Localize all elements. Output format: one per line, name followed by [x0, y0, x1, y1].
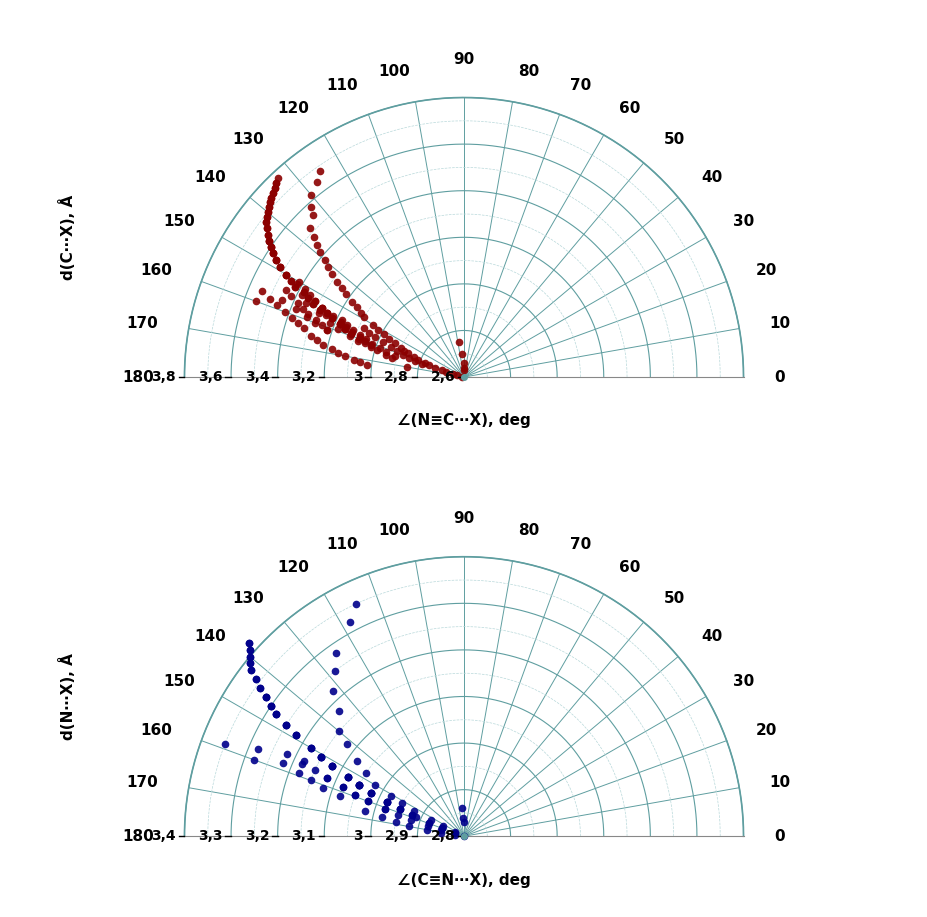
- Text: 160: 160: [140, 723, 172, 737]
- Text: 120: 120: [276, 101, 309, 116]
- Text: 3: 3: [352, 370, 362, 384]
- Text: 3,8: 3,8: [151, 370, 176, 384]
- Text: ∠(C≡N⋯X), deg: ∠(C≡N⋯X), deg: [397, 873, 530, 888]
- Text: 30: 30: [732, 215, 753, 229]
- Text: 80: 80: [517, 524, 539, 538]
- Text: 3,3: 3,3: [198, 829, 222, 844]
- Text: 170: 170: [127, 315, 159, 331]
- Text: 10: 10: [768, 315, 790, 331]
- Text: 120: 120: [276, 560, 309, 575]
- Text: 100: 100: [378, 64, 410, 79]
- Text: 20: 20: [755, 263, 776, 279]
- Text: 2,8: 2,8: [384, 370, 409, 384]
- Text: 90: 90: [453, 511, 474, 526]
- Text: 3,2: 3,2: [245, 829, 269, 844]
- Text: 40: 40: [701, 629, 722, 645]
- Text: 180: 180: [121, 370, 154, 384]
- Text: 60: 60: [618, 101, 640, 116]
- Text: 50: 50: [663, 132, 684, 147]
- Text: 30: 30: [732, 674, 753, 689]
- Text: 110: 110: [326, 537, 358, 552]
- Text: 150: 150: [163, 674, 195, 689]
- Text: 2,6: 2,6: [430, 370, 455, 384]
- Text: d(C⋯X), Å: d(C⋯X), Å: [58, 194, 75, 280]
- Text: 40: 40: [701, 171, 722, 185]
- Text: 130: 130: [233, 132, 264, 147]
- Text: 10: 10: [768, 775, 790, 790]
- Text: 60: 60: [618, 560, 640, 575]
- Text: 130: 130: [233, 591, 264, 606]
- Text: 50: 50: [663, 591, 684, 606]
- Text: 110: 110: [326, 78, 358, 93]
- Text: 0: 0: [773, 829, 784, 844]
- Text: 170: 170: [127, 775, 159, 790]
- Text: 140: 140: [195, 629, 226, 645]
- Text: 80: 80: [517, 64, 539, 79]
- Text: 150: 150: [163, 215, 195, 229]
- Text: 70: 70: [569, 78, 590, 93]
- Text: 140: 140: [195, 171, 226, 185]
- Text: 3,1: 3,1: [291, 829, 315, 844]
- Text: 2,9: 2,9: [384, 829, 409, 844]
- Text: 70: 70: [569, 537, 590, 552]
- Text: 3,4: 3,4: [245, 370, 269, 384]
- Text: 160: 160: [140, 263, 172, 279]
- Text: 3,6: 3,6: [198, 370, 222, 384]
- Text: 20: 20: [755, 723, 776, 737]
- Text: 3: 3: [352, 829, 362, 844]
- Text: d(N⋯X), Å: d(N⋯X), Å: [58, 653, 75, 740]
- Text: ∠(N≡C⋯X), deg: ∠(N≡C⋯X), deg: [397, 414, 530, 428]
- Text: 100: 100: [378, 524, 410, 538]
- Text: 90: 90: [453, 51, 474, 67]
- Text: 3,4: 3,4: [151, 829, 176, 844]
- Text: 2,8: 2,8: [430, 829, 455, 844]
- Text: 180: 180: [121, 829, 154, 844]
- Text: 3,2: 3,2: [291, 370, 315, 384]
- Text: 0: 0: [773, 370, 784, 384]
